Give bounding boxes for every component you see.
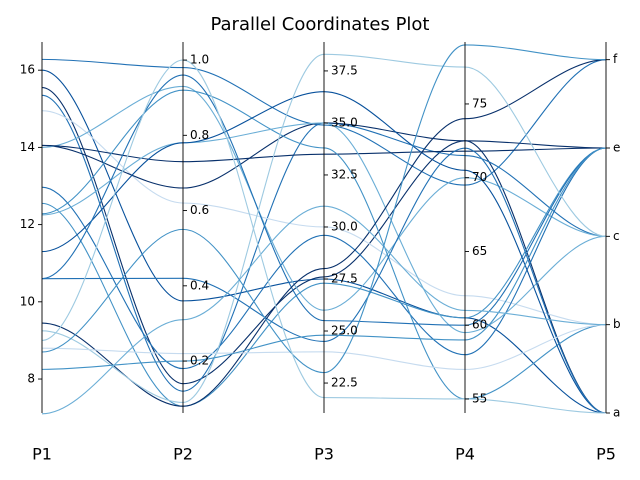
tick-label: 25.0: [331, 324, 358, 338]
series-line: [41, 147, 607, 414]
series-line: [41, 89, 607, 400]
axis-name: P3: [314, 445, 334, 464]
tick-label: 0.2: [190, 354, 209, 368]
axis-name: P2: [173, 445, 193, 464]
axis-name: P5: [596, 445, 616, 464]
tick-label: 65: [472, 244, 487, 258]
series-line: [41, 147, 607, 407]
series-line: [41, 91, 607, 414]
tick-label: 32.5: [331, 167, 358, 181]
tick-label: 55: [472, 391, 487, 405]
tick-label: e: [613, 141, 620, 155]
tick-label: 10: [20, 294, 35, 308]
tick-label: a: [613, 406, 620, 420]
series-line: [41, 147, 607, 370]
tick-label: f: [613, 52, 618, 66]
axis-name: P4: [455, 445, 475, 464]
tick-label: 22.5: [331, 376, 358, 390]
series-line: [41, 69, 607, 414]
series-line: [41, 94, 607, 392]
tick-label: 0.8: [190, 128, 209, 142]
series-line: [41, 53, 607, 404]
tick-label: 0.6: [190, 203, 209, 217]
tick-label: 8: [27, 372, 35, 386]
tick-label: 16: [20, 63, 35, 77]
tick-label: 12: [20, 217, 35, 231]
tick-label: 70: [472, 170, 487, 184]
series-line: [41, 58, 607, 186]
tick-label: 0.4: [190, 278, 209, 292]
series-line: [41, 205, 607, 415]
series-line: [41, 59, 607, 414]
series-line: [41, 122, 607, 334]
tick-label: 27.5: [331, 271, 358, 285]
tick-label: 35.0: [331, 115, 358, 129]
tick-label: 1.0: [190, 53, 209, 67]
tick-label: 75: [472, 96, 487, 110]
tick-label: 14: [20, 140, 35, 154]
tick-label: 30.0: [331, 219, 358, 233]
tick-label: 37.5: [331, 63, 358, 77]
series-line: [41, 74, 607, 326]
tick-label: 60: [472, 318, 487, 332]
chart-title: Parallel Coordinates Plot: [210, 14, 429, 35]
tick-label: b: [613, 317, 621, 331]
axis-name: P1: [32, 445, 52, 464]
tick-label: c: [613, 229, 620, 243]
